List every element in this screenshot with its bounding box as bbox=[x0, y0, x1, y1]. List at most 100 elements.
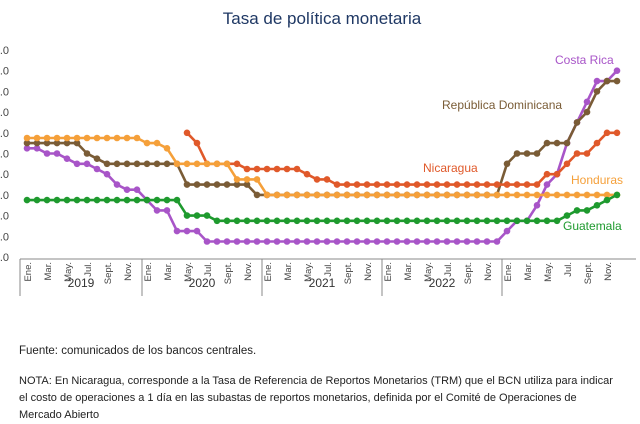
data-point bbox=[403, 181, 411, 188]
data-point bbox=[253, 165, 261, 173]
data-point bbox=[143, 160, 151, 168]
data-point bbox=[173, 227, 181, 235]
data-point bbox=[543, 139, 551, 147]
data-point bbox=[403, 217, 411, 225]
data-point bbox=[463, 238, 471, 245]
data-point bbox=[63, 134, 71, 142]
data-point bbox=[423, 191, 431, 199]
data-point bbox=[573, 119, 581, 126]
data-point bbox=[53, 196, 61, 204]
chart-series bbox=[23, 67, 621, 245]
y-tick-label: .0 bbox=[0, 149, 9, 161]
data-point bbox=[43, 150, 51, 157]
data-point bbox=[513, 217, 521, 225]
data-point bbox=[393, 217, 401, 225]
data-point bbox=[243, 181, 251, 188]
data-point bbox=[333, 191, 341, 199]
data-point bbox=[433, 238, 441, 245]
data-point bbox=[383, 238, 391, 245]
x-tick-label: Sept. bbox=[583, 262, 594, 284]
data-point bbox=[363, 238, 371, 245]
chart-axes: .0 .0 .0 .0 .0 .0 .0 .0 .0 .0 .0 Ene. Mar. May. Jul. Se… bbox=[0, 45, 636, 296]
data-point bbox=[93, 165, 101, 173]
data-point bbox=[303, 217, 311, 225]
data-point bbox=[353, 238, 361, 245]
data-point bbox=[63, 196, 71, 204]
data-point bbox=[603, 129, 611, 137]
data-point bbox=[203, 181, 211, 188]
data-point bbox=[133, 160, 141, 168]
year-label: 2021 bbox=[309, 276, 336, 290]
data-point bbox=[23, 139, 31, 147]
x-tick-label: May. bbox=[303, 262, 314, 282]
data-point bbox=[393, 181, 401, 188]
data-point bbox=[383, 191, 391, 199]
data-point bbox=[193, 227, 201, 235]
data-point bbox=[523, 217, 531, 225]
x-tick-label: Mar. bbox=[163, 262, 174, 280]
y-tick-label: .0 bbox=[0, 211, 9, 223]
data-point bbox=[153, 196, 161, 204]
data-point bbox=[493, 217, 501, 225]
data-point bbox=[63, 139, 71, 147]
data-point bbox=[133, 196, 141, 204]
data-point bbox=[603, 77, 611, 85]
data-point bbox=[153, 139, 161, 147]
data-point bbox=[533, 191, 541, 199]
data-point bbox=[483, 181, 491, 188]
data-point bbox=[373, 181, 381, 188]
x-tick-label: Mar. bbox=[403, 262, 414, 280]
data-point bbox=[183, 227, 191, 235]
data-point bbox=[193, 181, 201, 188]
data-point bbox=[73, 139, 81, 147]
series-label: Nicaragua bbox=[423, 161, 478, 175]
data-point bbox=[73, 134, 81, 142]
series-honduras bbox=[23, 134, 621, 199]
x-tick-label: May. bbox=[183, 262, 194, 282]
data-point bbox=[153, 160, 161, 168]
data-point bbox=[433, 217, 441, 225]
data-point bbox=[343, 238, 351, 245]
data-point bbox=[433, 191, 441, 199]
data-point bbox=[583, 150, 591, 157]
data-point bbox=[53, 150, 61, 157]
data-point bbox=[243, 176, 251, 183]
data-point bbox=[273, 217, 281, 225]
data-point bbox=[203, 238, 211, 245]
data-point bbox=[53, 139, 61, 147]
x-tick-label: Jul. bbox=[563, 262, 574, 277]
data-point bbox=[83, 196, 91, 204]
data-point bbox=[593, 88, 601, 95]
series-label: Guatemala bbox=[563, 219, 622, 233]
x-tick-label: Ene. bbox=[383, 262, 394, 282]
data-point bbox=[303, 170, 311, 178]
data-point bbox=[443, 181, 451, 188]
data-point bbox=[233, 181, 241, 188]
data-point bbox=[503, 160, 511, 168]
data-point bbox=[93, 155, 101, 162]
x-tick-label: Sept. bbox=[223, 262, 234, 284]
data-point bbox=[473, 238, 481, 245]
x-tick-label: Sept. bbox=[463, 262, 474, 284]
data-point bbox=[263, 191, 271, 199]
data-point bbox=[533, 202, 541, 209]
data-point bbox=[103, 196, 111, 204]
y-tick-label: .0 bbox=[0, 128, 9, 140]
data-point bbox=[573, 191, 581, 199]
data-point bbox=[563, 212, 571, 219]
data-point bbox=[483, 217, 491, 225]
data-point bbox=[393, 191, 401, 199]
data-point bbox=[583, 191, 591, 199]
data-point bbox=[233, 160, 241, 168]
data-point bbox=[173, 160, 181, 168]
data-point bbox=[283, 238, 291, 245]
data-point bbox=[183, 129, 191, 137]
chart-title: Tasa de política monetaria bbox=[223, 9, 422, 28]
data-point bbox=[603, 196, 611, 204]
x-tick-label: Nov. bbox=[123, 262, 134, 281]
data-point bbox=[283, 217, 291, 225]
data-point bbox=[313, 191, 321, 199]
data-point bbox=[163, 160, 171, 168]
data-point bbox=[293, 238, 301, 245]
y-tick-label: .0 bbox=[0, 190, 9, 202]
